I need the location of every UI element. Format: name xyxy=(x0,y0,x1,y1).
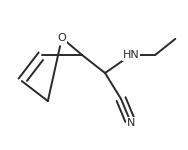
Text: O: O xyxy=(58,33,66,43)
Text: N: N xyxy=(127,118,135,128)
Text: HN: HN xyxy=(123,50,139,60)
